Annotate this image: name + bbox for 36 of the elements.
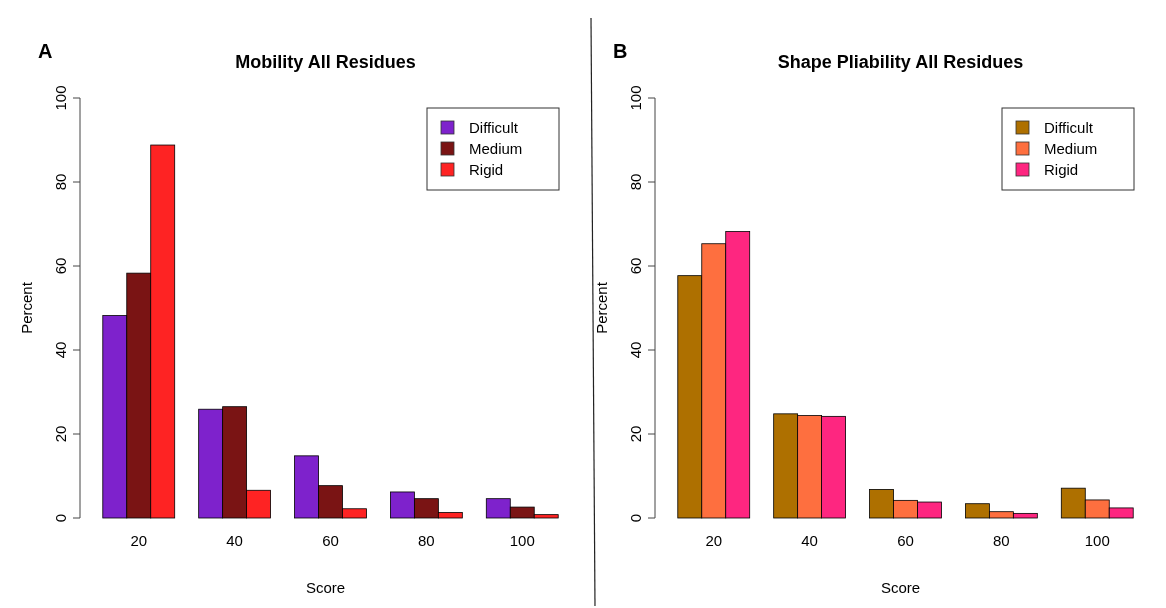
legend-label: Rigid (469, 161, 504, 178)
y-tick-label: 40 (52, 341, 69, 359)
x-axis-title: Score (305, 579, 346, 596)
y-tick-label: 20 (52, 425, 69, 443)
y-tick-label: 20 (627, 425, 644, 443)
text: A (38, 40, 53, 62)
y-axis-title: Percent (18, 281, 35, 334)
legend-label: Difficult (469, 119, 519, 136)
y-tick-label: 100 (627, 85, 644, 111)
x-tick-label: 40 (226, 532, 243, 549)
text: B (613, 40, 628, 62)
y-tick-label: 0 (52, 513, 69, 523)
chart-title: Shape Pliability All Residues (777, 52, 1024, 72)
y-tick-label: 0 (627, 513, 644, 523)
y-tick-label: 60 (52, 257, 69, 275)
x-tick-label: 20 (705, 532, 723, 549)
legend-label: Medium (1044, 140, 1098, 157)
x-tick-label: 60 (322, 532, 339, 549)
x-tick-label: 20 (130, 532, 148, 549)
y-tick-label: 80 (52, 173, 69, 191)
legend-label: Difficult (1044, 119, 1094, 136)
y-axis-title: Percent (593, 281, 610, 334)
y-tick-label: 40 (627, 341, 644, 359)
legend-label: Rigid (1044, 161, 1079, 178)
x-axis-title: Score (880, 579, 921, 596)
x-tick-label: 100 (509, 532, 535, 549)
chart-title: Mobility All Residues (235, 52, 416, 72)
x-tick-label: 80 (993, 532, 1010, 549)
legend-label: Medium (469, 140, 523, 157)
y-tick-label: 60 (627, 257, 644, 275)
x-tick-label: 40 (801, 532, 818, 549)
y-tick-label: 80 (627, 173, 644, 191)
x-tick-label: 80 (418, 532, 435, 549)
x-tick-label: 60 (897, 532, 914, 549)
x-tick-label: 100 (1084, 532, 1110, 549)
y-tick-label: 100 (52, 85, 69, 111)
